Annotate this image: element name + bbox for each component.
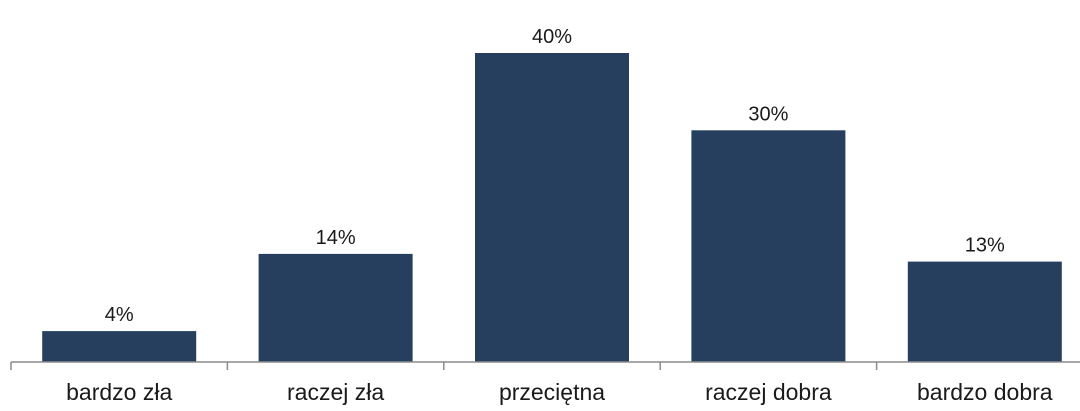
category-label-2: przeciętna	[499, 379, 605, 405]
value-labels-group: 4% 14% 40% 30% 13%	[105, 26, 1005, 326]
bar-value-label-4: 13%	[965, 235, 1005, 257]
bar-0	[42, 331, 197, 362]
bar-value-label-2: 40%	[532, 26, 572, 48]
category-label-1: raczej zła	[287, 379, 384, 405]
bar-1	[258, 253, 413, 362]
x-axis-ticks	[10, 362, 878, 370]
bar-2	[475, 53, 629, 362]
category-label-4: bardzo dobra	[917, 379, 1053, 405]
bar-3	[691, 130, 846, 363]
bar-value-label-0: 4%	[105, 304, 134, 326]
x-axis-tick-labels: bardzo zła raczej zła przeciętna raczej dob…	[66, 379, 1053, 405]
bar-4	[907, 261, 1062, 362]
bars-group	[42, 53, 1062, 363]
category-label-0: bardzo zła	[66, 379, 172, 405]
bar-value-label-1: 14%	[316, 227, 356, 249]
bar-value-label-3: 30%	[748, 103, 788, 125]
category-label-3: raczej dobra	[705, 379, 832, 405]
